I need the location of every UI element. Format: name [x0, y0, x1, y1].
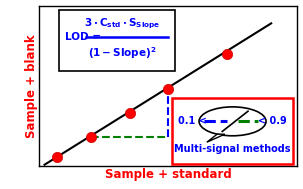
Text: $\mathbf{3 \cdot C_{std} \cdot S_{Slope}}$: $\mathbf{3 \cdot C_{std} \cdot S_{Slope}…	[84, 17, 160, 31]
Point	[166, 88, 171, 91]
Text: 0.1 <: 0.1 <	[178, 116, 207, 126]
Text: $\mathbf{(1 - Slope)^{2}}$: $\mathbf{(1 - Slope)^{2}}$	[88, 45, 156, 61]
X-axis label: Sample + standard: Sample + standard	[105, 168, 231, 181]
FancyBboxPatch shape	[59, 10, 175, 71]
Point	[88, 136, 93, 139]
Text: Multi-signal methods: Multi-signal methods	[174, 144, 291, 154]
Text: < 0.9: < 0.9	[258, 116, 287, 126]
FancyBboxPatch shape	[172, 98, 293, 164]
Y-axis label: Sample + blank: Sample + blank	[25, 34, 38, 138]
Ellipse shape	[199, 107, 266, 136]
Polygon shape	[207, 134, 225, 142]
Text: LOD =: LOD =	[65, 32, 101, 42]
Point	[225, 52, 230, 55]
Point	[55, 155, 60, 158]
Point	[127, 112, 132, 115]
